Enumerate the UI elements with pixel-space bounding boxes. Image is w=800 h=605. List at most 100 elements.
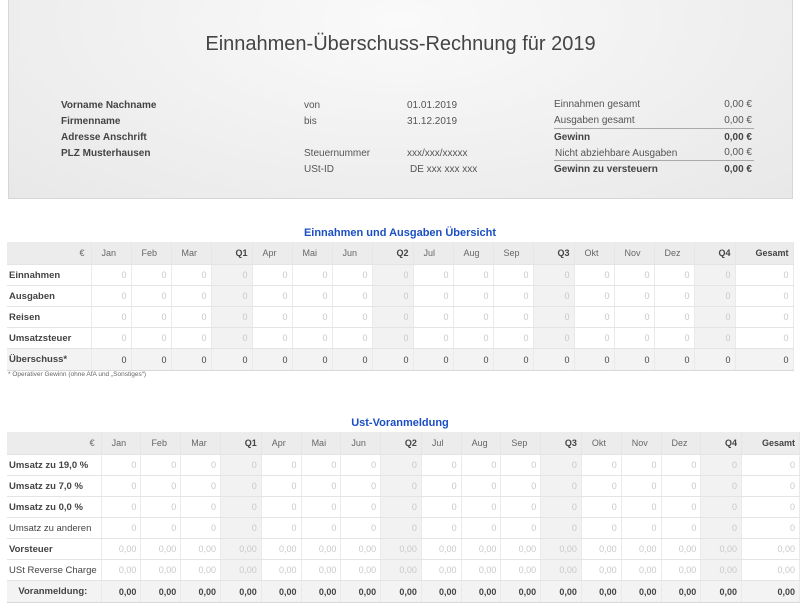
cell-value[interactable]: 0 [581,496,622,518]
cell-value[interactable]: 0 [210,306,253,328]
cell-value[interactable]: 0 [540,517,582,539]
cell-value[interactable]: 0 [654,264,695,286]
cell-value[interactable]: 0,00 [220,580,262,603]
cell-value[interactable]: 0 [210,327,253,349]
cell-value[interactable]: 0 [493,327,534,349]
cell-value[interactable]: 0 [292,264,333,286]
cell-value[interactable]: 0 [301,517,342,539]
cell-value[interactable]: 0 [461,454,502,476]
cell-value[interactable]: 0 [252,306,293,328]
cell-value[interactable]: 0 [171,327,212,349]
cell-value[interactable]: 0 [332,327,373,349]
cell-value[interactable]: 0 [574,306,615,328]
cell-value[interactable]: 0,00 [301,538,342,560]
cell-value[interactable]: 0 [693,327,736,349]
cell-value[interactable]: 0 [140,454,182,476]
cell-value[interactable]: 0 [210,285,253,307]
cell-value[interactable]: 0 [252,264,293,286]
cell-value[interactable]: 0 [453,264,494,286]
cell-value[interactable]: 0 [131,285,172,307]
cell-value[interactable]: 0 [332,285,373,307]
cell-value[interactable]: 0 [540,496,582,518]
cell-value[interactable]: 0,00 [101,559,142,581]
cell-value[interactable]: 0,00 [380,559,422,581]
cell-value[interactable]: 0,00 [700,559,743,581]
cell-value[interactable]: 0 [661,496,702,518]
cell-value[interactable]: 0 [614,348,655,371]
cell-value[interactable]: 0 [741,454,800,476]
cell-value[interactable]: 0 [461,496,502,518]
cell-value[interactable]: 0 [461,475,502,497]
cell-value[interactable]: 0 [574,348,615,371]
cell-value[interactable]: 0,00 [741,559,800,581]
cell-value[interactable]: 0 [301,475,342,497]
cell-value[interactable]: 0,00 [540,538,582,560]
cell-value[interactable]: 0 [493,306,534,328]
cell-value[interactable]: 0,00 [540,559,582,581]
cell-value[interactable]: 0 [693,348,736,371]
cell-value[interactable]: 0,00 [500,538,542,560]
cell-value[interactable]: 0,00 [380,538,422,560]
cell-value[interactable]: 0 [500,517,542,539]
cell-value[interactable]: 0 [453,306,494,328]
cell-value[interactable]: 0,00 [140,580,182,603]
cell-value[interactable]: 0,00 [661,559,702,581]
cell-value[interactable]: 0,00 [380,580,422,603]
cell-value[interactable]: 0 [220,496,262,518]
cell-value[interactable]: 0,00 [540,580,582,603]
cell-value[interactable]: 0 [340,517,382,539]
cell-value[interactable]: 0 [380,454,422,476]
cell-value[interactable]: 0 [500,475,542,497]
cell-value[interactable]: 0 [654,306,695,328]
cell-value[interactable]: 0 [574,285,615,307]
cell-value[interactable]: 0,00 [700,538,743,560]
cell-value[interactable]: 0 [453,327,494,349]
cell-value[interactable]: 0,00 [101,538,142,560]
cell-value[interactable]: 0 [340,454,382,476]
cell-value[interactable]: 0 [500,496,542,518]
cell-value[interactable]: 0 [700,496,743,518]
cell-value[interactable]: 0 [91,306,132,328]
cell-value[interactable]: 0 [292,327,333,349]
cell-value[interactable]: 0 [654,348,695,371]
cell-value[interactable]: 0,00 [581,559,622,581]
cell-value[interactable]: 0 [261,517,302,539]
cell-value[interactable]: 0 [693,285,736,307]
cell-value[interactable]: 0,00 [140,559,182,581]
cell-value[interactable]: 0 [735,348,794,371]
cell-value[interactable]: 0,00 [220,538,262,560]
cell-value[interactable]: 0,00 [500,580,542,603]
cell-value[interactable]: 0,00 [340,538,382,560]
cell-value[interactable]: 0 [131,327,172,349]
cell-value[interactable]: 0,00 [180,580,222,603]
cell-value[interactable]: 0,00 [220,559,262,581]
cell-value[interactable]: 0 [261,475,302,497]
cell-value[interactable]: 0 [693,306,736,328]
cell-value[interactable]: 0 [461,517,502,539]
cell-value[interactable]: 0,00 [301,559,342,581]
cell-value[interactable]: 0,00 [741,580,800,603]
cell-value[interactable]: 0 [101,517,142,539]
cell-value[interactable]: 0,00 [421,538,462,560]
cell-value[interactable]: 0 [252,348,293,371]
cell-value[interactable]: 0,00 [621,559,662,581]
cell-value[interactable]: 0 [171,285,212,307]
cell-value[interactable]: 0 [332,264,373,286]
cell-value[interactable]: 0 [581,517,622,539]
cell-value[interactable]: 0 [654,327,695,349]
cell-value[interactable]: 0 [91,264,132,286]
cell-value[interactable]: 0 [532,306,575,328]
cell-value[interactable]: 0 [180,475,222,497]
cell-value[interactable]: 0,00 [581,538,622,560]
cell-value[interactable]: 0 [621,496,662,518]
cell-value[interactable]: 0 [210,264,253,286]
cell-value[interactable]: 0 [413,306,454,328]
cell-value[interactable]: 0 [453,285,494,307]
cell-value[interactable]: 0 [252,327,293,349]
cell-value[interactable]: 0 [332,348,373,371]
cell-value[interactable]: 0 [371,327,414,349]
cell-value[interactable]: 0 [180,517,222,539]
cell-value[interactable]: 0 [171,348,212,371]
cell-value[interactable]: 0 [131,264,172,286]
cell-value[interactable]: 0 [700,454,743,476]
